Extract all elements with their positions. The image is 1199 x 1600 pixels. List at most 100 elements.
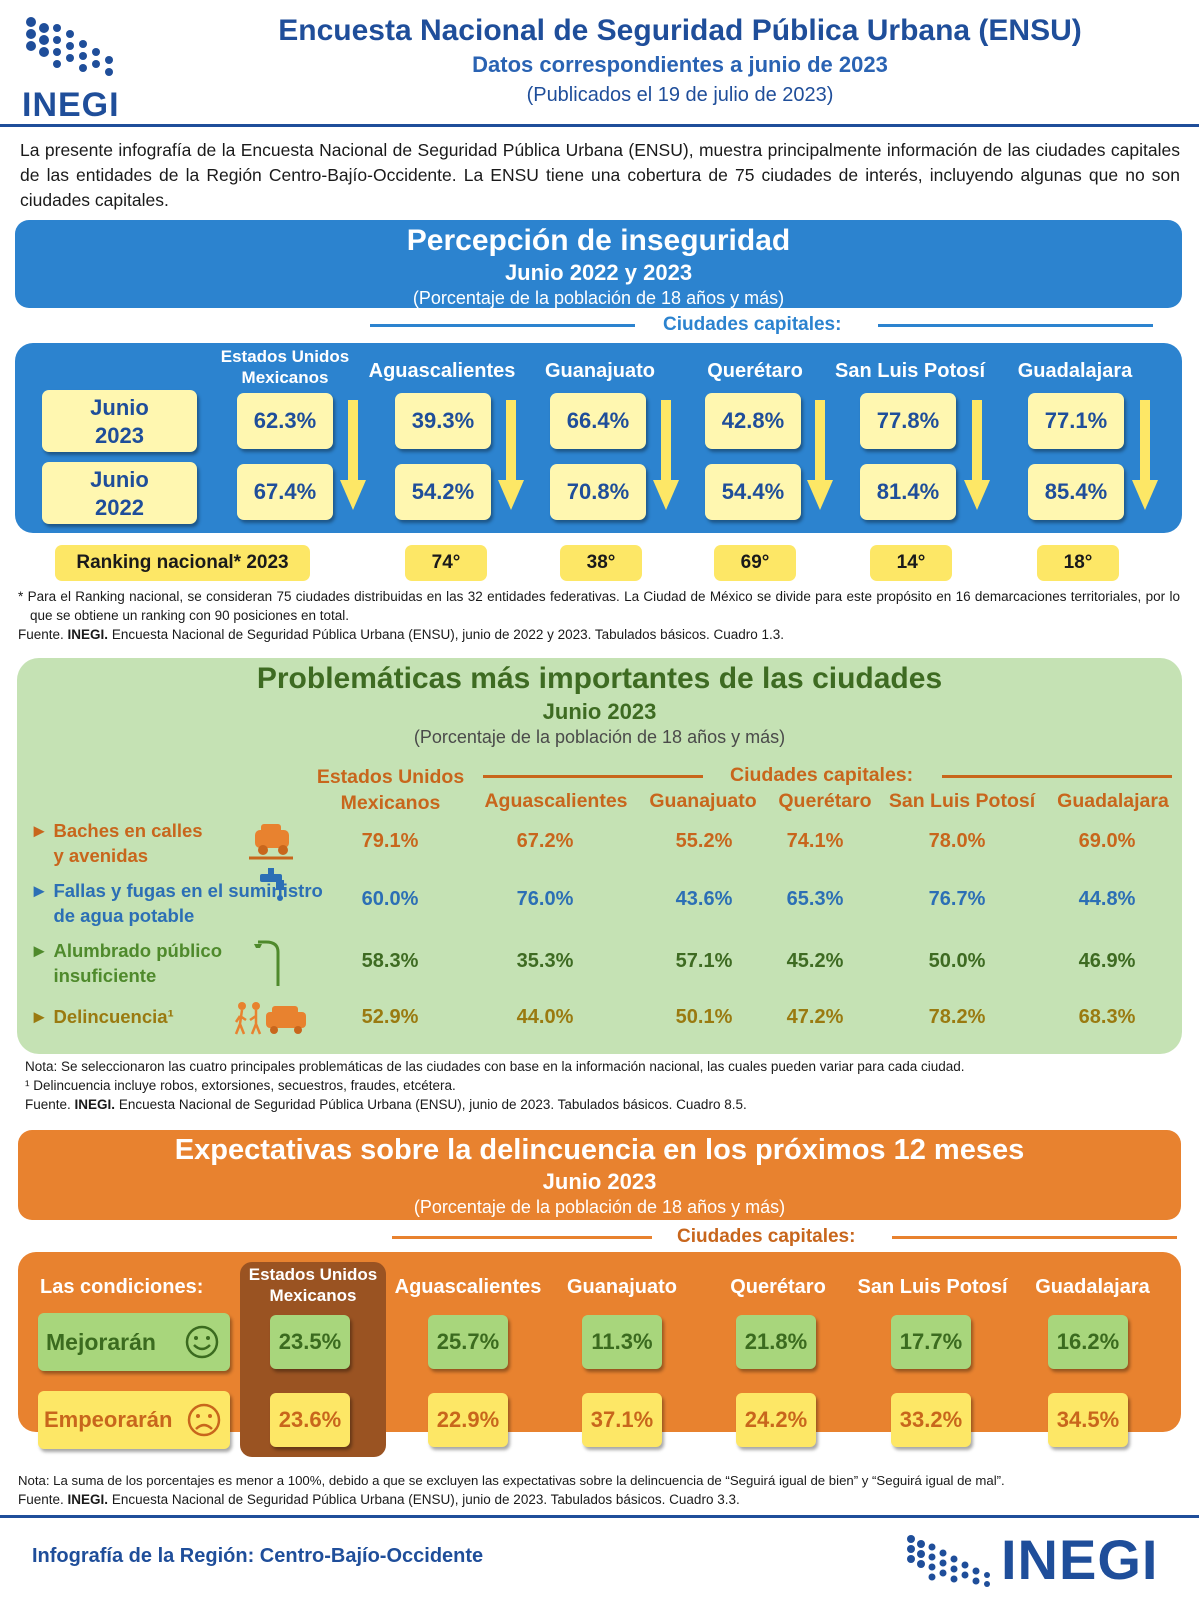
down-arrow-icon: [340, 400, 366, 510]
problems-city-header: San Luis Potosí: [888, 790, 1036, 812]
value-2023-city: 39.3%: [395, 393, 491, 449]
problem-label: ► Baches en calles y avenidas: [30, 820, 203, 866]
better-value: 11.3%: [582, 1315, 662, 1369]
sad-face-icon: [187, 1403, 221, 1437]
worse-value: 22.9%: [428, 1393, 508, 1447]
problem-value: 69.0%: [1078, 830, 1136, 852]
problem-value: 76.0%: [516, 888, 574, 910]
better-label: Mejorarán: [46, 1328, 156, 1355]
problem-value: 74.1%: [786, 830, 844, 852]
perception-city-header: Querétaro: [707, 360, 803, 382]
row-label-2023: Junio 2023: [42, 390, 197, 452]
inegi-dots-icon: [907, 1535, 990, 1587]
problem-value-national: 60.0%: [361, 888, 419, 910]
exp-capitals-line-left: [392, 1236, 652, 1239]
ranking-value: 14°: [870, 545, 952, 581]
perception-unit: (Porcentaje de la población de 18 años y…: [412, 288, 785, 308]
problem-value: 76.7%: [928, 888, 986, 910]
problem-value: 45.2%: [786, 950, 844, 972]
expectations-note: Nota: La suma de los porcentajes es meno…: [18, 1473, 1005, 1488]
problem-label: ► Fallas y fugas en el suministro de agu…: [30, 880, 323, 926]
problems-city-header: Querétaro: [778, 790, 872, 812]
inegi-logo-text: INEGI: [22, 86, 120, 124]
conditions-label: Las condiciones:: [40, 1276, 204, 1298]
problems-city-header: Guanajuato: [649, 790, 757, 812]
expectations-city-header: Aguascalientes: [394, 1276, 542, 1298]
bullet-arrow-icon: ►: [30, 1006, 49, 1027]
worse-label-box: Empeorarán: [38, 1391, 230, 1449]
row-label-2022: Junio 2022: [42, 462, 197, 524]
down-arrow-icon: [498, 400, 524, 510]
problem-value: 78.0%: [928, 830, 986, 852]
better-value-national: 23.5%: [270, 1315, 350, 1369]
worse-value-national: 23.6%: [270, 1393, 350, 1447]
problems-source: Fuente. INEGI. Encuesta Nacional de Segu…: [25, 1097, 747, 1112]
problem-value: 68.3%: [1078, 1006, 1136, 1028]
problems-period: Junio 2023: [542, 699, 657, 724]
ranking-note: * Para el Ranking nacional, se considera…: [18, 589, 1180, 623]
perception-city-header: Guadalajara: [1017, 360, 1133, 382]
capitals-line-left: [370, 324, 635, 327]
ranking-value: 18°: [1037, 545, 1119, 581]
problems-footnote: ¹ Delincuencia incluye robos, extorsione…: [25, 1078, 456, 1093]
smiley-face-icon: [185, 1325, 219, 1359]
value-2022-city: 81.4%: [860, 464, 956, 520]
decrease-arrows: [340, 400, 1158, 510]
expectations-unit: (Porcentaje de la población de 18 años y…: [413, 1197, 786, 1217]
expectations-title: Expectativas sobre la delincuencia en lo…: [174, 1134, 1025, 1166]
problems-unit: (Porcentaje de la población de 18 años y…: [413, 727, 786, 747]
perception-city-header: Guanajuato: [544, 360, 655, 382]
value-2023-city: 77.8%: [860, 393, 956, 449]
problem-value: 78.2%: [928, 1006, 986, 1028]
problem-label: ► Alumbrado público insuficiente: [30, 940, 223, 986]
ranking-label: Ranking nacional* 2023: [55, 545, 310, 581]
down-arrow-icon: [807, 400, 833, 510]
expectations-source: Fuente. INEGI. Encuesta Nacional de Segu…: [18, 1492, 740, 1507]
value-2022-city: 85.4%: [1028, 464, 1124, 520]
value-2023-city: 77.1%: [1028, 393, 1124, 449]
worse-value: 34.5%: [1048, 1393, 1128, 1447]
perception-banner: Percepción de inseguridad Junio 2022 y 2…: [15, 220, 1182, 308]
better-value: 16.2%: [1048, 1315, 1128, 1369]
problem-value-national: 52.9%: [361, 1006, 419, 1028]
down-arrow-icon: [1132, 400, 1158, 510]
down-arrow-icon: [964, 400, 990, 510]
perception-capitals-label: Ciudades capitales:: [663, 314, 842, 335]
worse-value: 33.2%: [891, 1393, 971, 1447]
intro-text: La presente infografía de la Encuesta Na…: [20, 140, 1180, 210]
expectations-period: Junio 2023: [542, 1169, 657, 1194]
value-2022-national: 67.4%: [237, 464, 333, 520]
water-faucet-icon: [260, 868, 284, 901]
problems-capitals-line-left: [483, 775, 703, 778]
inegi-dots-icon: [26, 17, 113, 76]
problem-value: 44.8%: [1078, 888, 1136, 910]
footer-region: Infografía de la Región: Centro-Bajío-Oc…: [32, 1545, 484, 1567]
problem-label: ► Delincuencia¹: [30, 1006, 174, 1027]
down-arrow-icon: [653, 400, 679, 510]
street-light-icon: [254, 940, 280, 986]
perception-city-header: San Luis Potosí: [834, 360, 986, 382]
value-2023-city: 42.8%: [705, 393, 801, 449]
bullet-arrow-icon: ►: [30, 820, 49, 841]
ranking-value: 69°: [714, 545, 796, 581]
problem-value: 47.2%: [786, 1006, 844, 1028]
inegi-logo-text: INEGI: [1001, 1527, 1159, 1591]
ranking-value: 74°: [405, 545, 487, 581]
problem-value: 57.1%: [675, 950, 733, 972]
value-2022-city: 54.4%: [705, 464, 801, 520]
exp-capitals-line-right: [892, 1236, 1177, 1239]
pothole-car-icon: [249, 824, 293, 860]
expectations-city-header: Guadalajara: [1035, 1276, 1150, 1298]
expectations-city-header: Querétaro: [730, 1276, 826, 1298]
perception-period: Junio 2022 y 2023: [504, 260, 693, 285]
bullet-arrow-icon: ►: [30, 940, 49, 961]
problem-value: 35.3%: [516, 950, 574, 972]
expectations-city-header: San Luis Potosí: [857, 1276, 1008, 1298]
worse-value: 37.1%: [582, 1393, 662, 1447]
perception-national-header: Estados Unidos Mexicanos: [220, 347, 350, 387]
page-subtitle: Datos correspondientes a junio de 2023: [472, 52, 888, 77]
expectations-banner: Expectativas sobre la delincuencia en lo…: [18, 1130, 1181, 1220]
expectations-national-header: Estados Unidos Mexicanos: [248, 1265, 378, 1305]
problems-city-header: Guadalajara: [1057, 790, 1169, 812]
perception-title: Percepción de inseguridad: [406, 224, 791, 257]
